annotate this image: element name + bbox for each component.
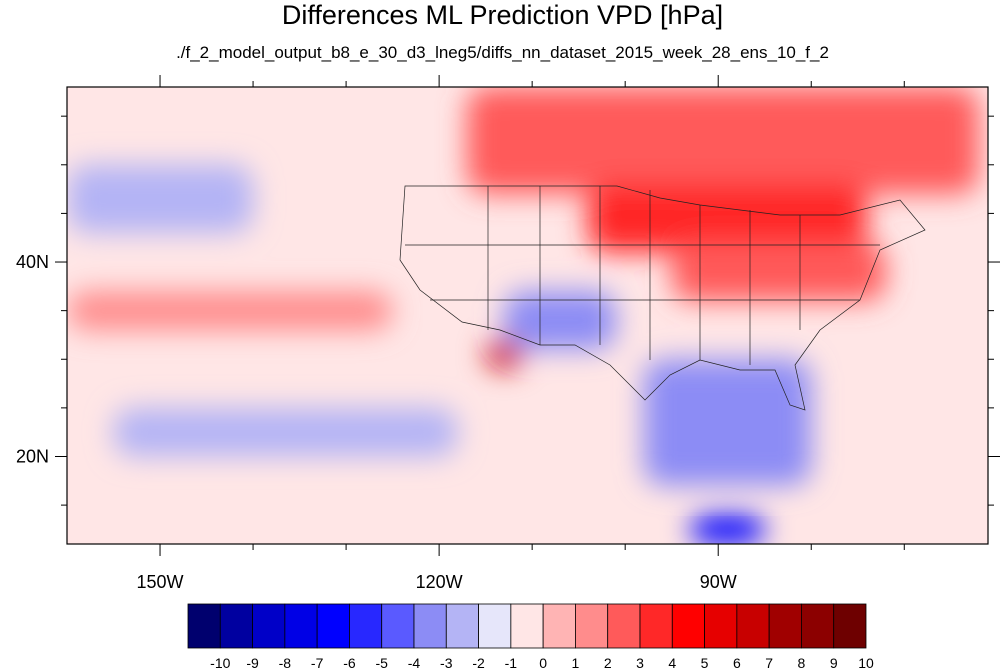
plot-frame [66,86,989,545]
us-border [399,185,926,411]
colorbar-swatch [671,603,705,649]
colorbar-swatch [252,603,286,649]
colorbar-label: -8 [279,655,292,671]
colorbar-label: 4 [668,655,676,671]
colorbar-label: 3 [636,655,644,671]
field-region-baja-warm [485,339,523,369]
colorbar-swatch [316,603,350,649]
colorbar-label: -5 [375,655,388,671]
colorbar-label: -6 [343,655,356,671]
colorbar-label: 0 [539,655,547,671]
colorbar-swatch [219,603,253,649]
colorbar-label: -9 [246,655,259,671]
field-region-northern-us-warm [587,184,868,253]
colorbar-label: 10 [858,655,874,671]
colorbar-label: -4 [408,655,421,671]
colorbar-swatch [478,603,512,649]
colorbar-swatch [187,603,221,649]
y-tick-label: 20N [16,446,49,466]
colorbar: -10 -9 -8 -7 -6 -5 -4 -3 -2 -1 0 1 2 3 4 5 6 7 8 9 10 [187,603,874,671]
field-region-central-america-cool [690,514,765,544]
colorbar-swatch [284,603,318,649]
field-region-pacific-north-cool [67,164,254,233]
colorbar-swatch [510,603,544,649]
colorbar-label: -1 [505,655,518,671]
colorbar-label: -3 [440,655,453,671]
colorbar-label: -7 [311,655,324,671]
colorbar-label: 2 [604,655,612,671]
colorbar-swatch [349,603,383,649]
colorbar-label: 6 [733,655,741,671]
colorbar-swatch [413,603,447,649]
axes: 150W 120W 90W 20N 40N [16,75,1000,592]
colorbar-swatch [607,603,641,649]
colorbar-swatch [381,603,415,649]
x-tick-label: 120W [416,572,463,592]
colorbar-label: 1 [572,655,580,671]
field-region-southwest-cool [504,291,616,350]
y-tick-label: 40N [16,252,49,272]
field-region-gulf-cool [643,359,812,486]
colorbar-label: 7 [765,655,773,671]
x-tick-label: 150W [137,572,184,592]
colorbar-swatch [575,603,609,649]
colorbar-label: 9 [830,655,838,671]
colorbar-swatch [639,603,673,649]
field-region-pacific-tropical-cool [113,407,458,457]
x-tick-label: 90W [700,572,737,592]
chart-subtitle: ./f_2_model_output_b8_e_30_d3_lneg5/diff… [176,43,829,62]
colorbar-swatch [736,603,770,649]
field-layer [67,87,979,544]
chart-title: Differences ML Prediction VPD [hPa] [281,0,724,30]
colorbar-swatch [833,603,867,649]
colorbar-swatch [542,603,576,649]
field-region-pacific-subtropical-warm [67,291,393,331]
state-boundaries [399,185,926,411]
colorbar-label: -2 [472,655,485,671]
colorbar-swatch [704,603,738,649]
colorbar-label: 5 [701,655,709,671]
plot-area [67,87,988,544]
colorbar-label: 8 [798,655,806,671]
colorbar-swatch [768,603,802,649]
colorbar-swatch [445,603,479,649]
colorbar-label: -10 [210,655,230,671]
field-region-eastern-us-warm [671,242,886,301]
colorbar-swatch [801,603,835,649]
field-region-northern-canada-warm [467,87,979,194]
